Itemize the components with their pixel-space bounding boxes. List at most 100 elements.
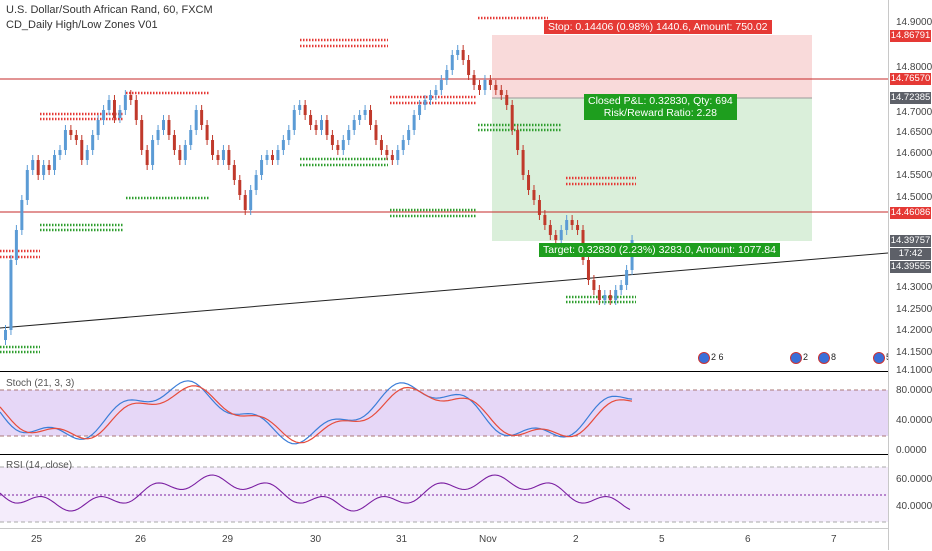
candle-body [543, 215, 547, 225]
candle-body [565, 220, 569, 230]
candle-body [510, 105, 514, 130]
pane-divider[interactable] [0, 454, 932, 455]
rsi-label[interactable]: RSI (14, close) [6, 460, 73, 471]
stoch-label[interactable]: Stoch (21, 3, 3) [6, 378, 75, 389]
candle-body [9, 260, 13, 330]
candle-body [336, 145, 340, 150]
candle-body [107, 100, 111, 110]
candle-body [505, 95, 509, 105]
stoch-canvas[interactable] [0, 372, 888, 454]
candle-body [31, 160, 35, 170]
candle-body [205, 125, 209, 140]
candle-body [592, 280, 596, 290]
date-axis[interactable] [0, 528, 888, 551]
stoch-pane[interactable]: Stoch (21, 3, 3) [0, 372, 888, 454]
candle-body [189, 130, 193, 145]
stop-label: Stop: 0.14406 (0.98%) 1440.6, Amount: 75… [544, 20, 772, 34]
candle-body [63, 130, 67, 150]
candle-body [439, 80, 443, 90]
candle-body [330, 135, 334, 145]
date-tick: 29 [222, 534, 234, 545]
candle-body [385, 150, 389, 155]
last-price-tag: 14.39757 [890, 235, 931, 247]
event-flag-count: 2 6 [711, 352, 724, 362]
candle-body [597, 290, 601, 300]
event-flag-2[interactable]: 2 [790, 350, 808, 364]
candle-body [53, 155, 57, 170]
price-tick: 14.30000 [896, 282, 932, 293]
candle-body [162, 120, 165, 130]
price-tick: 14.25000 [896, 304, 932, 315]
event-flag-count: 8 [831, 352, 837, 362]
candle-body [243, 195, 247, 210]
candle-body [118, 110, 122, 118]
candle-body [456, 50, 460, 55]
candle-body [232, 165, 236, 180]
candle-body [499, 90, 503, 95]
date-tick: 5 [659, 534, 665, 545]
candle-body [134, 100, 138, 120]
rsi-tick: 40.0000 [896, 501, 932, 512]
price-tick: 14.90000 [896, 17, 932, 28]
candle-body [151, 140, 155, 165]
price-chart-pane[interactable]: U.S. Dollar/South African Rand, 60, FXCM… [0, 0, 891, 371]
candle-body [379, 140, 383, 150]
candle-body [483, 80, 487, 90]
stoch-k-line [0, 380, 633, 445]
candle-body [532, 190, 536, 200]
candle-body [123, 95, 127, 110]
rsi-canvas[interactable] [0, 455, 888, 528]
candle-body [249, 190, 253, 210]
price-chart-canvas[interactable] [0, 0, 889, 371]
date-tick: 26 [135, 534, 147, 545]
candle-body [548, 225, 552, 235]
candle-body [374, 125, 378, 140]
entry-price-tag: 14.72385 [890, 92, 931, 104]
date-tick: 7 [831, 534, 837, 545]
candle-body [140, 120, 144, 150]
pane-divider[interactable] [0, 371, 932, 372]
candle-body [494, 85, 498, 90]
candle-body [521, 150, 525, 175]
candle-body [80, 140, 84, 160]
candle-body [341, 140, 345, 150]
candle-body [527, 175, 531, 190]
event-flag-1[interactable]: 2 6 [698, 350, 724, 364]
candle-body [167, 120, 171, 135]
candle-body [129, 95, 133, 100]
candle-body [254, 175, 258, 190]
candle-body [14, 230, 18, 260]
candle-body [418, 105, 422, 115]
candle-body [47, 165, 51, 170]
indicator-title: CD_Daily High/Low Zones V01 [6, 19, 158, 31]
date-tick: 6 [745, 534, 751, 545]
candle-body [69, 130, 73, 135]
candle-body [260, 160, 264, 175]
event-flag-3[interactable]: 8 [818, 350, 836, 364]
stoch-tick: 0.0000 [896, 445, 927, 456]
candle-body [200, 110, 204, 125]
candle-body [85, 150, 89, 160]
candle-body [20, 200, 24, 230]
rsi-pane[interactable]: RSI (14, close) [0, 455, 888, 528]
candle-body [401, 140, 405, 150]
us-flag-icon [818, 351, 830, 364]
candle-body [358, 115, 362, 120]
event-flag-count: 2 [803, 352, 809, 362]
price-axis[interactable] [888, 0, 932, 550]
candle-body [238, 180, 242, 195]
candle-body [325, 120, 329, 135]
candle-body [265, 155, 269, 160]
candle-body [488, 80, 492, 85]
candle-body [619, 285, 623, 290]
candle-body [412, 115, 416, 130]
closed-pnl-line1: Closed P&L: 0.32830, Qty: 694 [588, 95, 733, 107]
stoch-tick: 80.0000 [896, 385, 932, 396]
price-tick: 14.10000 [896, 365, 932, 376]
stoch-d-line [0, 385, 633, 444]
candle-body [450, 55, 454, 70]
candle-body [369, 110, 373, 125]
candle-body [112, 100, 116, 118]
price-tick: 14.50000 [896, 192, 932, 203]
candle-body [298, 105, 302, 110]
